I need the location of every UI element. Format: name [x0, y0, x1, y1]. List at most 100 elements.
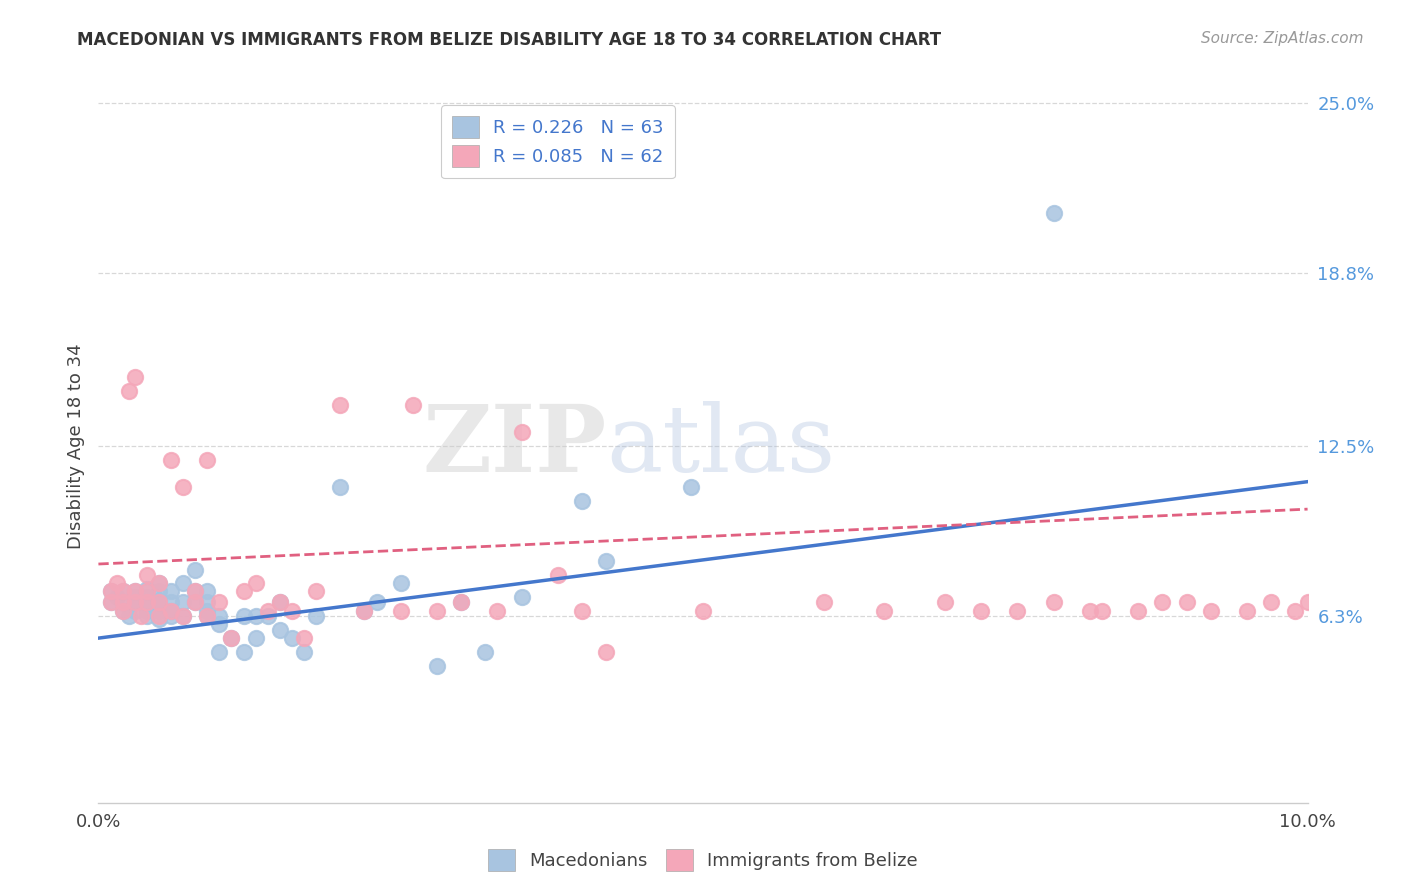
Point [426, 604, 449, 618]
Point [389, 576, 412, 591]
Point [510, 425, 533, 440]
Point [208, 609, 231, 624]
Point [135, 584, 157, 599]
Point [595, 645, 617, 659]
Point [970, 604, 993, 618]
Point [1284, 604, 1306, 618]
Point [172, 576, 194, 591]
Point [111, 595, 134, 609]
Point [195, 595, 218, 609]
Point [100, 584, 122, 599]
Point [111, 584, 134, 599]
Point [1260, 595, 1282, 609]
Point [873, 604, 896, 618]
Point [124, 584, 146, 599]
Point [148, 612, 170, 626]
Point [160, 609, 183, 624]
Point [172, 595, 194, 609]
Point [124, 595, 146, 609]
Point [292, 631, 315, 645]
Point [595, 554, 617, 568]
Point [1236, 604, 1258, 618]
Point [148, 592, 170, 607]
Point [329, 398, 352, 412]
Point [245, 576, 267, 591]
Point [160, 604, 183, 618]
Point [245, 631, 267, 645]
Point [353, 604, 375, 618]
Point [1152, 595, 1174, 609]
Point [208, 617, 231, 632]
Point [160, 595, 183, 609]
Point [934, 595, 956, 609]
Point [269, 595, 291, 609]
Point [269, 623, 291, 637]
Point [195, 609, 218, 624]
Point [111, 584, 134, 599]
Point [184, 562, 207, 576]
Point [105, 590, 128, 604]
Point [135, 582, 157, 596]
Point [1042, 205, 1064, 219]
Point [208, 645, 231, 659]
Point [1296, 595, 1319, 609]
Point [245, 609, 267, 624]
Point [256, 604, 278, 618]
Point [547, 568, 569, 582]
Point [100, 595, 122, 609]
Point [111, 604, 134, 618]
Point [184, 584, 207, 599]
Point [221, 631, 243, 645]
Point [232, 584, 254, 599]
Point [124, 604, 146, 618]
Point [1199, 604, 1222, 618]
Point [135, 568, 157, 582]
Point [571, 604, 593, 618]
Point [1128, 604, 1150, 618]
Point [1042, 595, 1064, 609]
Point [100, 584, 122, 599]
Point [148, 609, 170, 624]
Text: atlas: atlas [606, 401, 835, 491]
Point [510, 590, 533, 604]
Point [366, 595, 388, 609]
Point [148, 576, 170, 591]
Point [124, 590, 146, 604]
Point [129, 609, 152, 624]
Point [135, 590, 157, 604]
Point [221, 631, 243, 645]
Point [105, 576, 128, 591]
Point [160, 584, 183, 599]
Point [692, 604, 714, 618]
Point [172, 480, 194, 494]
Point [118, 609, 141, 624]
Point [172, 609, 194, 624]
Point [450, 595, 472, 609]
Point [129, 595, 152, 609]
Point [195, 584, 218, 599]
Point [679, 480, 702, 494]
Point [292, 645, 315, 659]
Point [232, 609, 254, 624]
Point [148, 598, 170, 612]
Legend: R = 0.226   N = 63, R = 0.085   N = 62: R = 0.226 N = 63, R = 0.085 N = 62 [441, 105, 675, 178]
Point [269, 595, 291, 609]
Text: ZIP: ZIP [422, 401, 606, 491]
Point [135, 595, 157, 609]
Point [450, 595, 472, 609]
Point [135, 609, 157, 624]
Point [402, 398, 425, 412]
Point [389, 604, 412, 618]
Legend: Macedonians, Immigrants from Belize: Macedonians, Immigrants from Belize [481, 842, 925, 879]
Point [1175, 595, 1198, 609]
Point [172, 609, 194, 624]
Point [124, 584, 146, 599]
Point [256, 609, 278, 624]
Point [100, 595, 122, 609]
Point [353, 604, 375, 618]
Point [305, 609, 328, 624]
Point [474, 645, 496, 659]
Point [1078, 604, 1101, 618]
Point [208, 595, 231, 609]
Text: Source: ZipAtlas.com: Source: ZipAtlas.com [1201, 31, 1364, 46]
